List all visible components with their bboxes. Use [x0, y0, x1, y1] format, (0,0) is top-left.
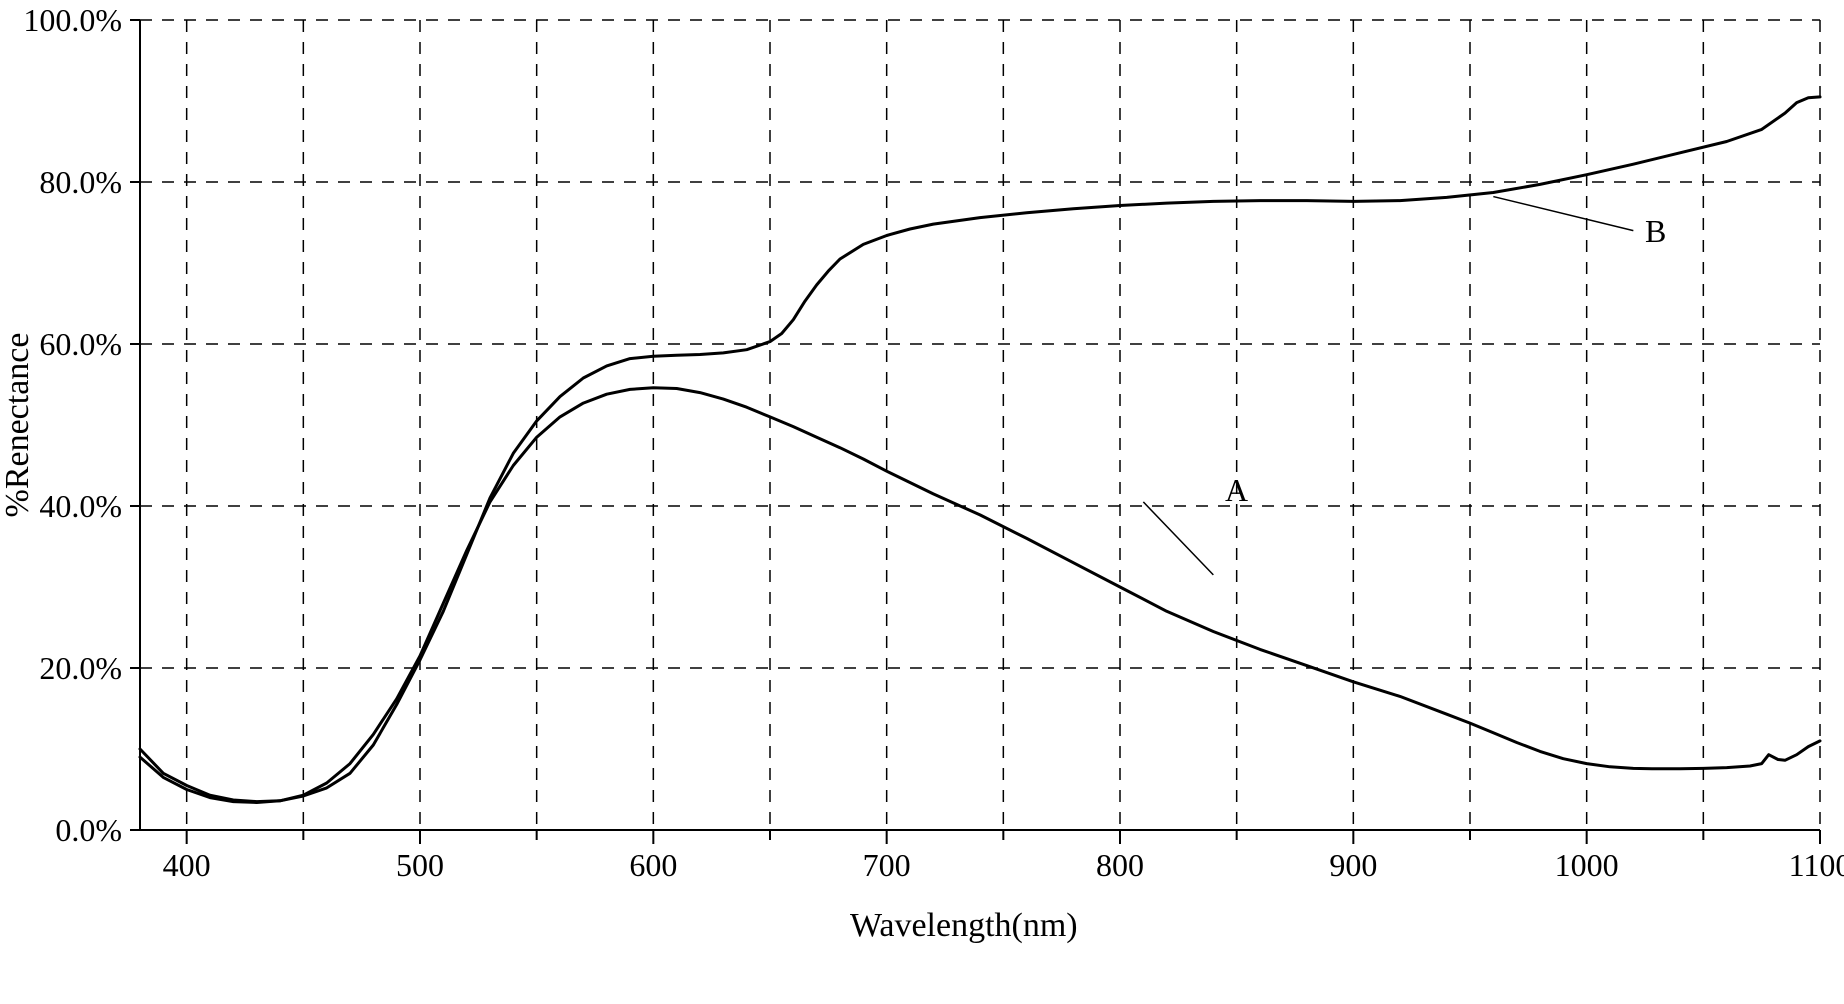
y-tick-label: 20.0% [39, 650, 122, 686]
y-tick-label: 80.0% [39, 164, 122, 200]
chart-container: 400 500 600 700 800 900 1000 1100 Wavelength(nm)… [0, 0, 1844, 1004]
y-axis-label: %Renectance [0, 333, 36, 518]
y-tick-label: 0.0% [55, 812, 122, 848]
series-label-A: A [1225, 472, 1248, 508]
x-tick-label: 400 [163, 847, 211, 883]
x-tick-label: 600 [629, 847, 677, 883]
x-tick-label: 700 [863, 847, 911, 883]
y-tick-label: 60.0% [39, 326, 122, 362]
x-tick-label: 1000 [1555, 847, 1619, 883]
x-axis-label: Wavelength(nm) [850, 907, 1078, 944]
x-tick-label: 900 [1329, 847, 1377, 883]
y-tick-label: 100.0% [23, 2, 122, 38]
x-tick-label: 500 [396, 847, 444, 883]
x-tick-label: 1100 [1789, 847, 1844, 883]
x-tick-label: 800 [1096, 847, 1144, 883]
y-tick-label: 40.0% [39, 488, 122, 524]
series-label-B: B [1645, 213, 1666, 249]
reflectance-chart: 400 500 600 700 800 900 1000 1100 Wavelength(nm)… [0, 0, 1844, 1004]
